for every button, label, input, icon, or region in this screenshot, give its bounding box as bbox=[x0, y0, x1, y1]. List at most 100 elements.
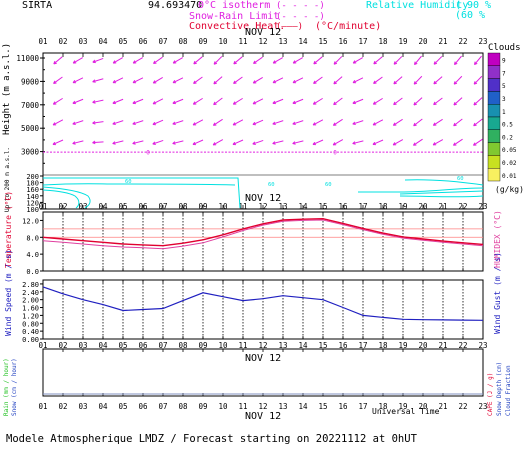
wind-arrow-head bbox=[213, 62, 218, 65]
wind-arrow bbox=[152, 98, 164, 105]
wind-arrow bbox=[172, 77, 184, 84]
wind-arrow bbox=[193, 97, 203, 105]
hour-tick-label: 03 bbox=[78, 341, 87, 350]
wind-arrow-head bbox=[413, 124, 417, 127]
humidity-contour bbox=[42, 189, 80, 209]
colorbar-level-label: 0.2 bbox=[502, 134, 513, 141]
wind-arrow bbox=[312, 119, 324, 126]
cloud-colorbar: 9 7 5 3 1 0.5 0.2 0.05 0.02 0.01 bbox=[487, 52, 517, 182]
altitude-ytick-label: 3000 bbox=[21, 148, 40, 157]
wind-arrow bbox=[112, 120, 124, 125]
wind-arrow bbox=[72, 98, 84, 104]
wind-arrow bbox=[72, 120, 84, 125]
wind-arrow-head bbox=[132, 143, 136, 145]
date-label-2: NOV 12 bbox=[245, 193, 281, 204]
wind-arrow bbox=[373, 76, 383, 84]
wind-arrow-head bbox=[454, 62, 458, 66]
humidity-contour-label: 60 bbox=[125, 179, 132, 185]
colorbar-swatch bbox=[487, 78, 501, 92]
hour-tick-label: 05 bbox=[118, 341, 127, 350]
wind-arrow bbox=[292, 57, 304, 64]
wind-arrow-head bbox=[454, 82, 458, 85]
hour-tick-label: 22 bbox=[458, 402, 467, 411]
isotherm-legend-key: (- - - -) bbox=[276, 1, 325, 11]
low-altitude-ytick-label: 120 bbox=[26, 199, 39, 207]
wind-arrow bbox=[92, 78, 104, 83]
wind-arrow bbox=[132, 77, 144, 84]
wind-speed-line bbox=[42, 286, 484, 321]
wind-arrow bbox=[453, 97, 463, 106]
coords-label: 94.693470 bbox=[148, 0, 202, 11]
wind-arrow bbox=[473, 118, 483, 127]
wind-arrow bbox=[373, 97, 383, 105]
wind-arrow bbox=[132, 140, 144, 145]
wind-arrow bbox=[172, 140, 184, 145]
wind-arrow bbox=[313, 56, 323, 65]
low-altitude-ytick-label: 180 bbox=[26, 180, 39, 188]
cape-ylabel: CAPE (J / g) bbox=[487, 373, 494, 416]
altitude-ytick-label: 7000 bbox=[21, 101, 40, 110]
hour-tick-label: 01 bbox=[38, 37, 47, 46]
wind-arrow bbox=[272, 140, 284, 145]
wind-arrow bbox=[212, 139, 224, 146]
hour-tick-label: 13 bbox=[278, 402, 287, 411]
wind-arrow bbox=[413, 138, 423, 146]
wind-arrow-head bbox=[414, 62, 418, 66]
hour-tick-label: 22 bbox=[458, 341, 467, 350]
wind-arrow-head bbox=[393, 82, 397, 85]
hour-tick-label: 13 bbox=[278, 341, 287, 350]
wind-arrow bbox=[72, 77, 84, 84]
hour-tick-label: 07 bbox=[158, 341, 167, 350]
hour-tick-label: 16 bbox=[338, 402, 348, 411]
wind-arrow-head bbox=[333, 82, 337, 85]
wind-arrow bbox=[272, 98, 284, 104]
wind-arrow bbox=[312, 139, 324, 145]
wind-arrow bbox=[433, 76, 443, 85]
wind-arrow bbox=[352, 77, 364, 84]
snowrain-legend: Snow-Rain Limit bbox=[189, 11, 279, 22]
wind-arrow bbox=[112, 98, 124, 104]
wind-arrow bbox=[232, 119, 244, 126]
wind-arrow bbox=[272, 57, 284, 64]
humidity-contour bbox=[399, 190, 484, 195]
wind-arrow bbox=[72, 57, 84, 64]
temperature-marks: 0.0 4.0 8.0 12.0 bbox=[22, 217, 484, 276]
hour-tick-label: 06 bbox=[138, 341, 148, 350]
rh-60: 60 % bbox=[461, 10, 485, 21]
hour-tick-label: 18 bbox=[378, 341, 388, 350]
hour-tick-label: 19 bbox=[398, 37, 407, 46]
hour-tick-label: 20 bbox=[418, 341, 428, 350]
hour-tick-label: 23 bbox=[478, 341, 487, 350]
rh-paren-60: ( bbox=[455, 10, 461, 21]
hour-tick-label: 09 bbox=[198, 402, 207, 411]
hour-tick-label: 23 bbox=[478, 37, 487, 46]
wind-arrow-head bbox=[53, 62, 57, 65]
wind-ytick-label: 2.40 bbox=[22, 289, 39, 297]
temperature-ytick-label: 8.0 bbox=[26, 234, 39, 242]
wind-arrow-head bbox=[172, 143, 176, 145]
wind-ytick-label: 1.20 bbox=[22, 312, 39, 320]
wind-arrow bbox=[132, 120, 144, 125]
hour-tick-label: 05 bbox=[118, 402, 127, 411]
hour-tick-label: 21 bbox=[438, 402, 447, 411]
cloudfraction-ylabel: Cloud Fraction bbox=[505, 365, 512, 416]
wind-arrow-head bbox=[473, 103, 477, 106]
colorbar-level-label: 0.5 bbox=[502, 122, 513, 129]
wind-arrow bbox=[233, 76, 243, 84]
altitude-low-ylabel: Up to 200 m a.s.l. bbox=[4, 147, 11, 212]
hour-tick-label: 18 bbox=[378, 37, 388, 46]
hour-tick-label: 16 bbox=[338, 341, 348, 350]
wind-arrow-head bbox=[233, 62, 237, 65]
snowdepth-ylabel: Snow Depth (cm) bbox=[496, 362, 503, 416]
hour-tick-label: 04 bbox=[98, 402, 108, 411]
wind-arrow bbox=[352, 98, 364, 104]
low-altitude-ytick-label: 160 bbox=[26, 186, 39, 194]
hour-tick-label: 21 bbox=[438, 341, 447, 350]
hour-tick-label: 08 bbox=[178, 402, 188, 411]
wind-arrow bbox=[213, 76, 223, 85]
wind-ylabel: Wind Speed (m / s) bbox=[4, 249, 13, 336]
wind-arrow bbox=[172, 57, 184, 64]
humidity-contour-label: 60 bbox=[268, 182, 275, 188]
hour-tick-label: 02 bbox=[58, 37, 67, 46]
humidity-contour-label: 60 bbox=[325, 182, 332, 188]
